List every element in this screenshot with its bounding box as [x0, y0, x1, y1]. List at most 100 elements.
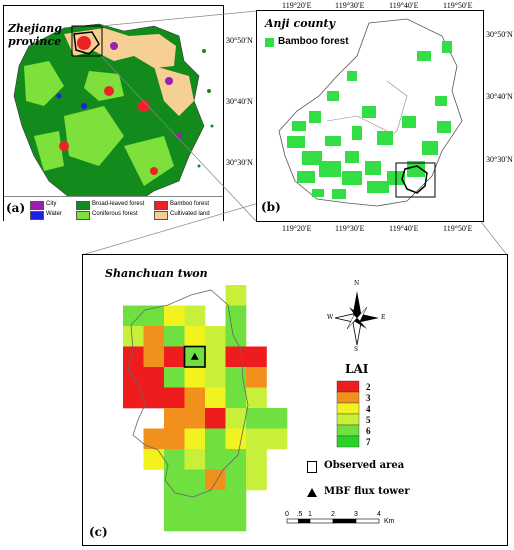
- scale-bar-unit: Km: [384, 518, 395, 525]
- legend-swatch-coniferous: [76, 211, 90, 220]
- compass-w: W: [327, 314, 334, 321]
- panel-b-label: (b): [261, 200, 281, 214]
- panel-b-left-tick-1: 30°50′N: [226, 36, 253, 45]
- scale-bar-segment: [355, 518, 380, 524]
- lai-cell: [225, 326, 247, 347]
- lai-legend-value: 6: [366, 426, 371, 436]
- lai-cell: [184, 326, 206, 347]
- lai-cell: [164, 367, 185, 388]
- panel-a-title: Zhejiang province: [8, 22, 63, 48]
- lai-cell: [225, 387, 247, 409]
- lai-cell: [246, 428, 267, 450]
- bamboo-forest-patches: [287, 41, 452, 199]
- lai-cell: [225, 367, 247, 388]
- lai-cell: [143, 326, 165, 347]
- lai-cell: [246, 408, 267, 429]
- lai-cell: [205, 490, 226, 511]
- observed-area-label: Observed area: [324, 460, 405, 471]
- lai-cell: [205, 346, 226, 368]
- lai-cell: [246, 469, 267, 491]
- lai-cell: [184, 510, 206, 532]
- scale-bar-tick: 3: [354, 511, 358, 518]
- scale-bar-tick: .5: [297, 511, 303, 518]
- lai-cell: [184, 449, 206, 470]
- legend-swatch-water: [30, 211, 44, 220]
- flux-tower-marker: [190, 352, 199, 360]
- lai-legend-swatch: [336, 402, 360, 415]
- scale-bar-tick: 0: [285, 511, 289, 518]
- lai-cell: [225, 346, 247, 368]
- lai-cell: [164, 428, 185, 450]
- lai-cell: [184, 367, 206, 388]
- lai-legend-swatch: [336, 380, 360, 393]
- panel-b-bottom-tick-2: 119°30′E: [335, 224, 365, 233]
- lai-cell: [205, 408, 226, 429]
- lai-cell: [184, 387, 206, 409]
- lai-cell: [164, 387, 185, 409]
- legend-text-bamboo: Bamboo forest: [170, 201, 210, 207]
- lai-cell: [143, 449, 165, 470]
- lai-cell: [225, 408, 247, 429]
- lai-cell: [164, 490, 185, 511]
- lai-cell: [123, 387, 144, 409]
- compass-n: N: [354, 280, 360, 287]
- lai-cell: [123, 346, 144, 368]
- lai-cell: [205, 428, 226, 450]
- lai-cell: [143, 367, 165, 388]
- lai-cell: [164, 469, 185, 491]
- compass-s: S: [354, 346, 359, 353]
- anji-county-map: [278, 18, 463, 207]
- scale-bar-tick: 1: [308, 511, 312, 518]
- legend-swatch-bamboo: [154, 201, 168, 210]
- legend-text-city: City: [46, 201, 57, 207]
- lai-cell: [205, 510, 226, 532]
- panel-b-top-tick-4: 119°50′E: [443, 1, 473, 10]
- lai-cell: [205, 469, 226, 491]
- scale-bar-segment: [298, 518, 311, 524]
- bamboo-legend-text: Bamboo forest: [278, 36, 349, 47]
- lai-cell: [205, 449, 226, 470]
- panel-a-label: (a): [6, 201, 26, 215]
- observed-area-icon: [307, 461, 317, 473]
- lai-legend-swatch: [336, 391, 360, 404]
- panel-b-left-tick-3: 30°30′N: [226, 158, 253, 167]
- lai-cell: [266, 428, 288, 450]
- panel-c-title: Shanchuan twon: [105, 267, 208, 280]
- lai-cell: [225, 469, 247, 491]
- legend-text-water: Water: [46, 211, 62, 217]
- lai-cell: [205, 326, 226, 347]
- scale-bar-segment: [332, 518, 357, 524]
- lai-legend-value: 3: [366, 393, 371, 403]
- lai-cell: [184, 428, 206, 450]
- lai-cell: [225, 510, 247, 532]
- scale-bar-tick: 4: [377, 511, 381, 518]
- bamboo-legend-swatch: [265, 38, 274, 47]
- scale-bar-segment: [309, 518, 334, 524]
- lai-cell: [164, 346, 185, 368]
- legend-swatch-cultivated: [154, 211, 168, 220]
- panel-b-bottom-tick-3: 119°40′E: [389, 224, 419, 233]
- panel-b-title: Anji county: [265, 17, 336, 30]
- panel-a-legend: (a) City Water Broad-leaved forest Conif…: [4, 196, 223, 221]
- compass-e: E: [381, 314, 386, 321]
- lai-cell: [205, 367, 226, 388]
- lai-cell: [164, 408, 185, 429]
- flux-tower-label: MBF flux tower: [324, 486, 410, 497]
- panel-b-anji-map: Anji county Bamboo forest (b): [256, 10, 484, 222]
- lai-cell: [184, 408, 206, 429]
- lai-cell: [225, 490, 247, 511]
- lai-cell: [246, 387, 267, 409]
- legend-text-coniferous: Coniferous forest: [92, 211, 138, 217]
- panel-b-bottom-tick-1: 119°20′E: [282, 224, 312, 233]
- north-arrow-compass-icon: N S W E: [327, 280, 387, 353]
- panel-b-top-tick-3: 119°40′E: [389, 1, 419, 10]
- flux-tower-icon: [307, 488, 317, 497]
- lai-cell: [205, 387, 226, 409]
- scale-bar: 0 .5 1 2 3 4Km: [285, 511, 395, 525]
- lai-cell: [123, 305, 144, 327]
- panel-b-right-tick-1: 30°50′N: [486, 30, 513, 39]
- lai-cell: [225, 449, 247, 470]
- lai-cell: [164, 326, 185, 347]
